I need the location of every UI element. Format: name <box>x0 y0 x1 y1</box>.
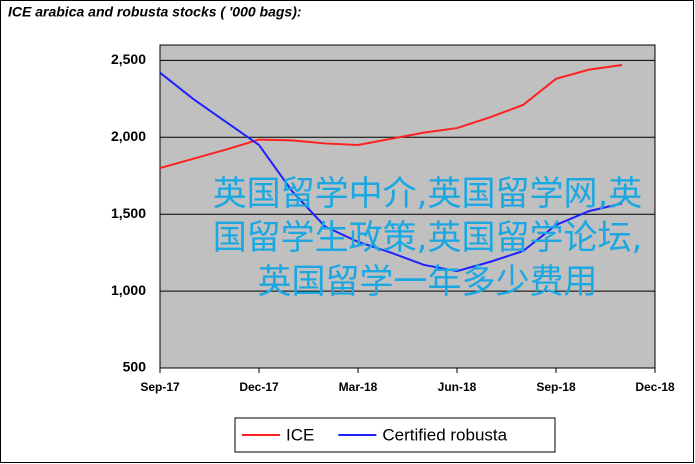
y-tick-label: 2,500 <box>111 51 146 67</box>
legend-label: Certified robusta <box>382 425 507 444</box>
legend-label: ICE <box>286 425 314 444</box>
line-series <box>159 64 623 170</box>
plot-area <box>159 44 656 369</box>
x-tick-label: Jun-18 <box>438 380 477 394</box>
y-tick-label: 1,000 <box>111 282 146 298</box>
y-tick-label: 1,500 <box>111 205 146 221</box>
chart-title: ICE arabica and robusta stocks ( '000 ba… <box>8 4 302 20</box>
legend-box <box>234 417 556 453</box>
x-tick-label: Sep-18 <box>536 380 576 394</box>
watermark: 英国留学中介,英国留学网,英国留学生政策,英国留学论坛,英国留学一年多少费用 <box>212 174 643 302</box>
line-series <box>159 71 623 273</box>
x-tick-label: Sep-17 <box>140 380 180 394</box>
x-tick-label: Dec-18 <box>635 380 675 394</box>
x-tick-label: Dec-17 <box>239 380 279 394</box>
x-tick-label: Mar-18 <box>339 380 378 394</box>
y-tick-label: 2,000 <box>111 128 146 144</box>
y-tick-label: 500 <box>123 359 147 375</box>
